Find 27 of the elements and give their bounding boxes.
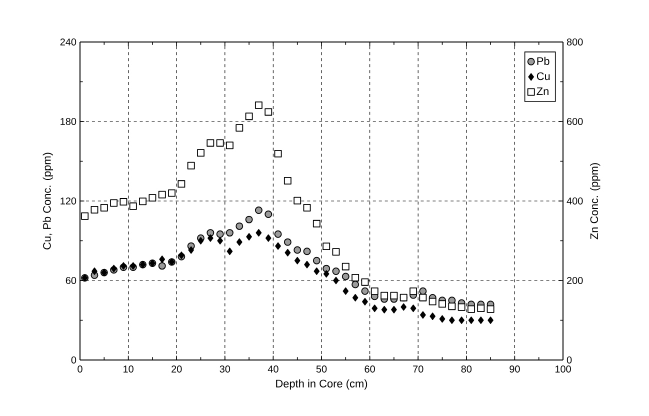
x-tick-label: 0 [78,366,82,373]
y-tick-label: 120 [60,197,76,205]
x-tick-label: 20 [172,366,182,373]
x-tick-label: 70 [413,366,424,373]
x-tick-label: 40 [268,366,278,373]
y-tick-label: 0 [71,356,76,364]
y-tick-label: 60 [66,276,76,284]
legend-label: Pb [537,56,550,65]
x-tick-label: 80 [461,366,472,373]
x-tick-label: 60 [364,366,375,373]
y-axis-title: Cu, Pb Conc. (ppm) [42,152,54,250]
x-tick-label: 10 [124,366,134,373]
x-tick-label: 100 [555,366,571,373]
y2-tick-label: 200 [567,276,583,284]
y2-tick-label: 600 [567,118,583,126]
y2-tick-label: 0 [566,356,572,364]
x-tick-label: 50 [316,366,327,373]
y2-axis-title: Zn Conc. (ppm) [590,163,600,240]
y-tick-label: 240 [60,38,76,46]
x-axis-title: Depth in Core (cm) [276,379,368,390]
y2-tick-label: 800 [566,38,583,46]
legend-label: Cu [536,72,550,80]
x-tick-label: 90 [510,366,520,373]
x-tick-label: 30 [220,366,230,373]
y2-tick-label: 400 [566,197,583,205]
y-tick-label: 180 [60,118,76,126]
legend-label: Zn [536,87,548,95]
